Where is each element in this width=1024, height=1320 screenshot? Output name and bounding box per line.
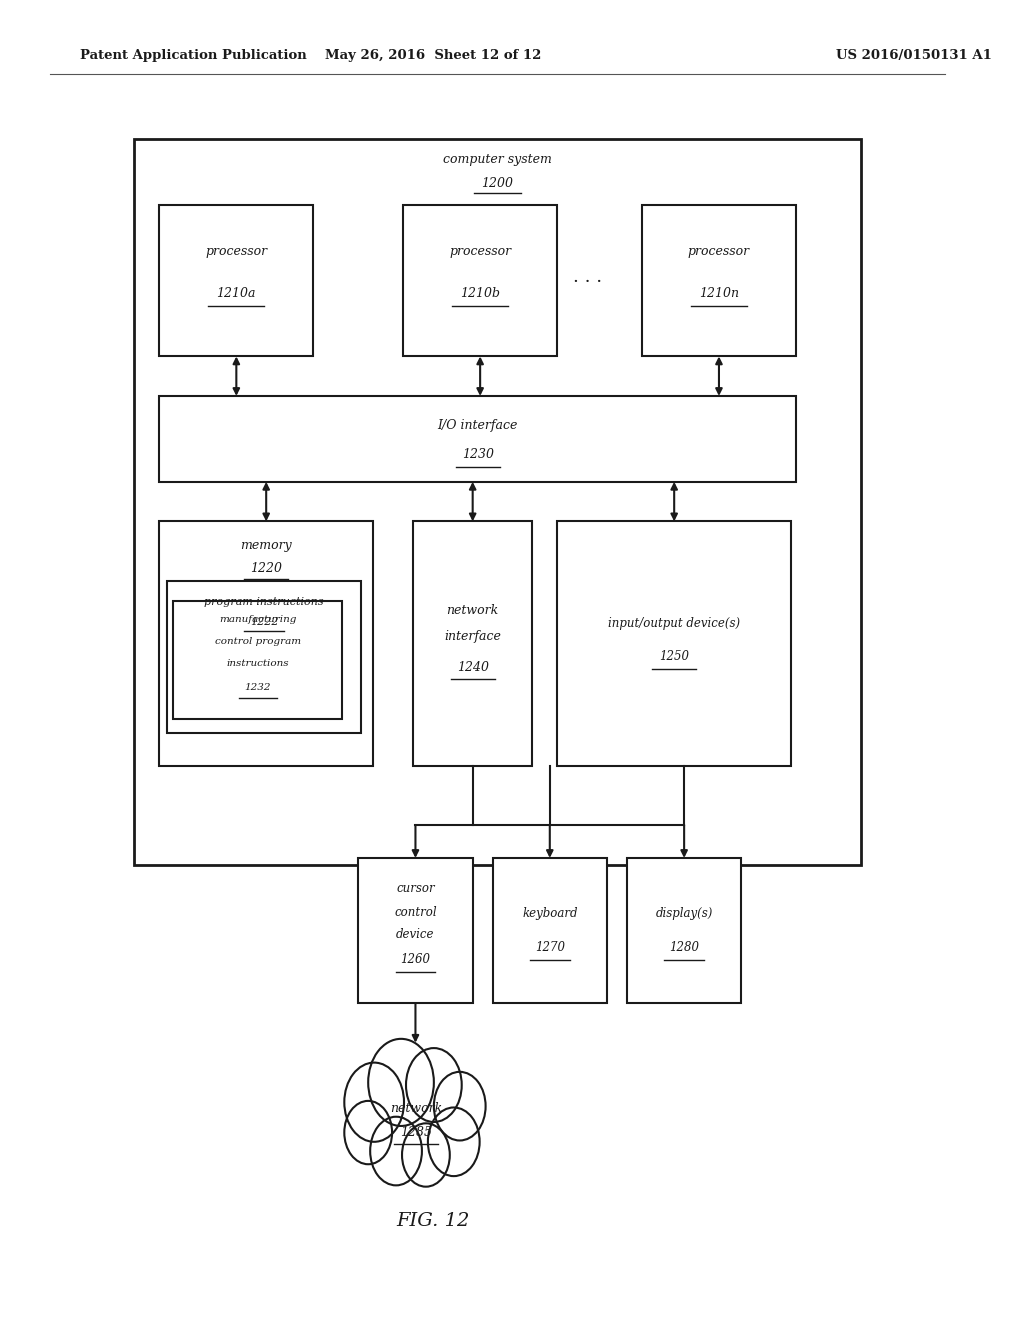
Circle shape <box>371 1117 422 1185</box>
Text: program instructions: program instructions <box>205 597 324 607</box>
Text: display(s): display(s) <box>655 907 713 920</box>
Text: . . .: . . . <box>572 268 602 286</box>
Text: keyboard: keyboard <box>522 907 578 920</box>
FancyBboxPatch shape <box>173 601 342 719</box>
Text: processor: processor <box>450 246 511 257</box>
Circle shape <box>434 1072 485 1140</box>
Text: computer system: computer system <box>443 153 552 166</box>
FancyBboxPatch shape <box>413 521 532 766</box>
Text: 1232: 1232 <box>245 684 271 692</box>
Text: 1270: 1270 <box>535 941 565 954</box>
Text: cursor: cursor <box>396 882 435 895</box>
Text: 1222: 1222 <box>250 616 279 627</box>
Circle shape <box>369 1039 434 1126</box>
Text: 1260: 1260 <box>400 953 430 966</box>
Text: 1240: 1240 <box>457 661 488 673</box>
FancyBboxPatch shape <box>167 581 361 733</box>
Text: manufacturing: manufacturing <box>219 615 296 623</box>
FancyBboxPatch shape <box>159 396 796 482</box>
Text: instructions: instructions <box>226 660 289 668</box>
FancyBboxPatch shape <box>134 139 861 865</box>
Text: 1220: 1220 <box>250 562 283 576</box>
Text: 1230: 1230 <box>462 449 494 461</box>
Text: processor: processor <box>205 246 267 257</box>
Circle shape <box>344 1101 392 1164</box>
Text: device: device <box>396 928 435 941</box>
Text: processor: processor <box>688 246 750 257</box>
Text: 1210b: 1210b <box>460 288 500 300</box>
Text: 1210a: 1210a <box>217 288 256 300</box>
FancyBboxPatch shape <box>159 521 373 766</box>
Text: I/O interface: I/O interface <box>437 420 518 432</box>
Text: network: network <box>446 605 499 616</box>
Text: US 2016/0150131 A1: US 2016/0150131 A1 <box>836 49 992 62</box>
Text: 1210n: 1210n <box>699 288 739 300</box>
Circle shape <box>402 1123 450 1187</box>
Circle shape <box>344 1063 404 1142</box>
Text: interface: interface <box>444 631 501 643</box>
FancyBboxPatch shape <box>403 205 557 356</box>
Text: Patent Application Publication: Patent Application Publication <box>80 49 306 62</box>
FancyBboxPatch shape <box>159 205 313 356</box>
Circle shape <box>428 1107 479 1176</box>
FancyBboxPatch shape <box>642 205 796 356</box>
Text: memory: memory <box>241 539 292 552</box>
Text: control program: control program <box>215 638 301 645</box>
Circle shape <box>406 1048 462 1122</box>
Text: control: control <box>394 906 437 919</box>
Text: 1285: 1285 <box>400 1126 432 1139</box>
FancyBboxPatch shape <box>627 858 741 1003</box>
Text: 1250: 1250 <box>659 651 689 663</box>
FancyBboxPatch shape <box>493 858 607 1003</box>
Text: input/output device(s): input/output device(s) <box>608 618 740 630</box>
Text: 1280: 1280 <box>669 941 699 954</box>
Text: network: network <box>390 1102 442 1115</box>
Text: FIG. 12: FIG. 12 <box>396 1212 470 1230</box>
Circle shape <box>362 1051 470 1193</box>
FancyBboxPatch shape <box>557 521 792 766</box>
Text: May 26, 2016  Sheet 12 of 12: May 26, 2016 Sheet 12 of 12 <box>325 49 541 62</box>
Text: 1200: 1200 <box>481 177 514 190</box>
FancyBboxPatch shape <box>358 858 473 1003</box>
